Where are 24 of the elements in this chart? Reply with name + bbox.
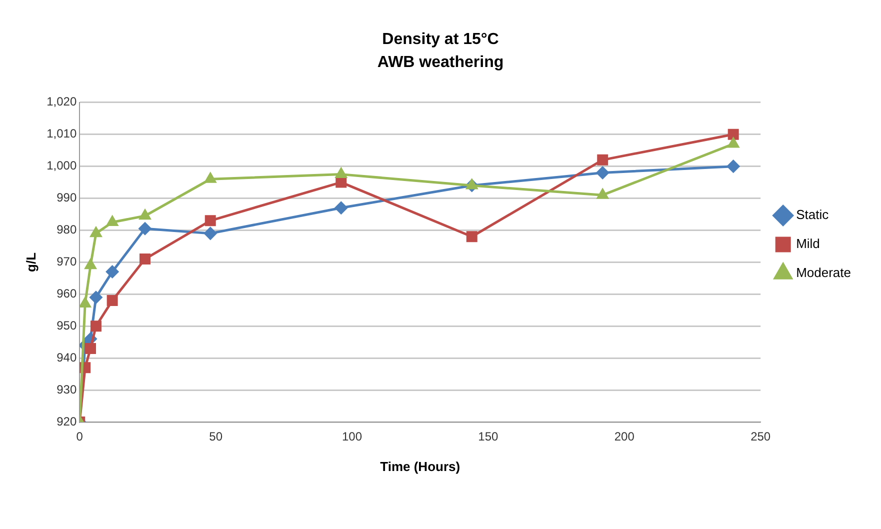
- y-tick-label: 960: [56, 286, 77, 300]
- legend-label: Mild: [796, 236, 820, 252]
- y-tick-label: 980: [56, 222, 77, 237]
- y-tick-label: 990: [56, 190, 77, 205]
- y-tick-label: 950: [56, 318, 77, 332]
- y-tick-label: 1,000: [46, 158, 77, 173]
- x-axis-title: Time (Hours): [380, 458, 460, 474]
- chart-title: Density at 15°C: [382, 31, 500, 48]
- y-tick-label: 1,010: [46, 126, 77, 141]
- y-tick-label: 970: [56, 254, 77, 269]
- y-tick-label: 930: [56, 382, 77, 396]
- x-tick-label: 200: [614, 430, 635, 444]
- x-tick-label: 50: [209, 430, 223, 444]
- y-tick-label: 940: [56, 350, 77, 364]
- x-tick-label: 250: [750, 430, 771, 444]
- y-axis-title: g/L: [23, 252, 38, 272]
- y-tick-label: 1,020: [46, 94, 77, 109]
- x-tick-label: 0: [76, 430, 84, 444]
- x-tick-label: 150: [478, 430, 499, 444]
- chart-subtitle: AWB weathering: [377, 54, 504, 72]
- legend-label: Moderate: [796, 265, 851, 280]
- legend-label: Static: [796, 207, 830, 222]
- x-tick-label: 100: [342, 430, 362, 444]
- y-tick-label: 920: [56, 414, 77, 428]
